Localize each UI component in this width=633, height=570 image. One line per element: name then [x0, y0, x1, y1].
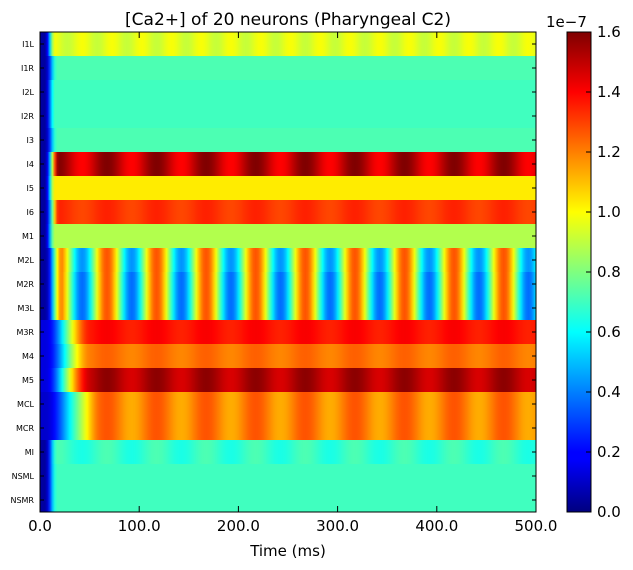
y-tick-label-m5: M5	[22, 376, 34, 385]
heatmap-row-m2l	[40, 248, 536, 273]
y-tick-label-nsmr: NSMR	[10, 496, 34, 505]
colorbar-tick-label: 1.2	[597, 143, 621, 161]
heatmap-row-nsml	[40, 464, 536, 489]
heatmap-row-i5	[40, 176, 536, 201]
y-tick-label-m3l: M3L	[18, 304, 35, 313]
colorbar-tick-label: 1.0	[597, 203, 621, 221]
y-tick-label-m2r: M2R	[16, 280, 34, 289]
chart-title: [Ca2+] of 20 neurons (Pharyngeal C2)	[125, 10, 451, 30]
y-tick-label-i2l: I2L	[22, 88, 34, 97]
colorbar-exponent: 1e−7	[546, 13, 587, 31]
colorbar-tick-label: 0.6	[597, 323, 621, 341]
x-tick-label: 500.0	[515, 517, 558, 535]
y-tick-label-m4: M4	[22, 352, 34, 361]
heatmap-row-m3r	[40, 320, 536, 345]
y-tick-label-mcr: MCR	[16, 424, 34, 433]
heatmap-row-i4	[40, 152, 536, 177]
y-tick-label-i5: I5	[27, 184, 34, 193]
y-tick-label-mcl: MCL	[17, 400, 34, 409]
colorbar-ticks: 0.0 0.2 0.4 0.6 0.8 1.0 1.2 1.4 1.6	[586, 23, 621, 521]
y-tick-label-i1r: I1R	[21, 64, 34, 73]
heatmap-row-i6	[40, 200, 536, 225]
y-tick-label-i1l: I1L	[22, 40, 34, 49]
y-tick-label-i6: I6	[27, 208, 34, 217]
heatmap-row-i1l	[40, 32, 536, 57]
x-tick-label: 100.0	[118, 517, 161, 535]
x-axis-label: Time (ms)	[249, 542, 326, 560]
y-tick-label-mi: MI	[25, 448, 34, 457]
y-tick-label-nsml: NSML	[12, 472, 35, 481]
heatmap-row-m1	[40, 224, 536, 249]
colorbar-tick-label: 0.4	[597, 383, 621, 401]
heatmap-row-i2l	[40, 80, 536, 105]
heatmap-rows	[40, 32, 536, 513]
colorbar-tick-label: 0.8	[597, 263, 621, 281]
colorbar-tick-label: 1.4	[597, 83, 621, 101]
heatmap-row-mcr	[40, 416, 536, 441]
heatmap-row-m5	[40, 368, 536, 393]
y-tick-label-i2r: I2R	[21, 112, 34, 121]
y-tick-label-m2l: M2L	[18, 256, 35, 265]
y-tick-label-m3r: M3R	[16, 328, 34, 337]
x-tick-label: 400.0	[415, 517, 458, 535]
y-tick-label-i4: I4	[27, 160, 34, 169]
plot-frame	[39, 31, 537, 513]
heatmap-row-i3	[40, 128, 536, 153]
colorbar-tick-label: 0.0	[597, 503, 621, 521]
heatmap-row-mi	[40, 440, 536, 465]
heatmap-row-i1r	[40, 56, 536, 81]
heatmap-row-i2r	[40, 104, 536, 129]
heatmap-row-m4	[40, 344, 536, 369]
x-tick-label: 200.0	[217, 517, 260, 535]
x-tick-label: 0.0	[28, 517, 52, 535]
y-tick-labels: I1L I1R I2L I2R I3 I4 I5 I6 M1 M2L M2R M3L M3R M4 M5 MC…	[10, 40, 536, 505]
heatmap-row-m2r	[40, 272, 536, 297]
colorbar-tick-label: 0.2	[597, 443, 621, 461]
heatmap-row-m3l	[40, 296, 536, 321]
y-tick-label-i3: I3	[27, 136, 34, 145]
heatmap-row-mcl	[40, 392, 536, 417]
x-ticks: 0.0 100.0 200.0 300.0 400.0 500.0	[28, 32, 557, 535]
y-tick-label-m1: M1	[22, 232, 34, 241]
colorbar-tick-label: 1.6	[597, 23, 621, 41]
x-tick-label: 300.0	[316, 517, 359, 535]
heatmap-row-nsmr	[40, 488, 536, 513]
